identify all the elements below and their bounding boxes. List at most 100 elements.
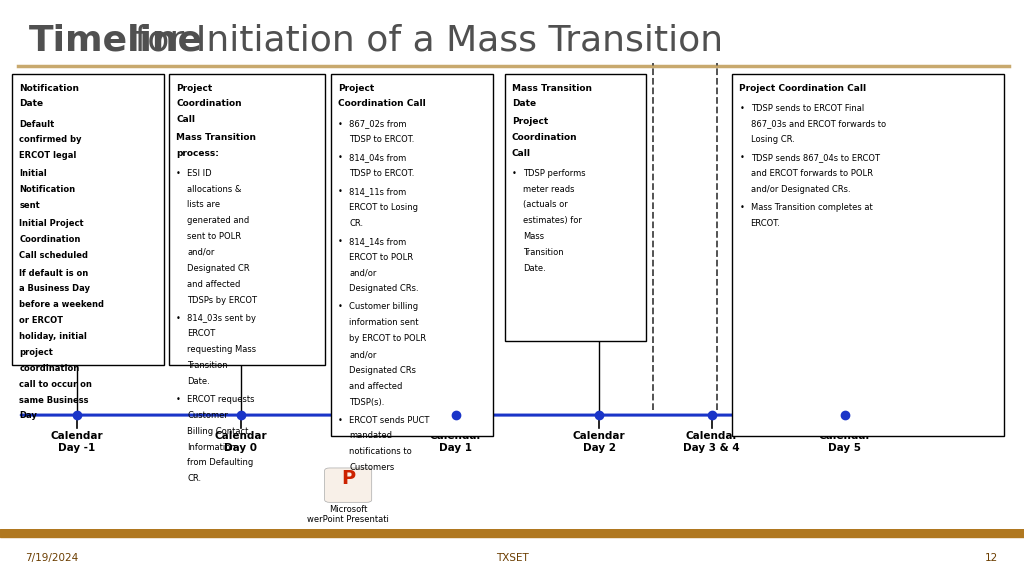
Text: and/or: and/or	[187, 248, 215, 257]
FancyBboxPatch shape	[169, 74, 325, 365]
FancyBboxPatch shape	[331, 74, 493, 436]
Text: Mass Transition: Mass Transition	[512, 84, 592, 93]
Text: Initial Project: Initial Project	[19, 219, 84, 228]
Text: •: •	[739, 153, 744, 162]
Text: Information: Information	[187, 442, 237, 452]
Text: 12: 12	[985, 553, 998, 563]
Text: process:: process:	[176, 149, 219, 158]
Text: sent to POLR: sent to POLR	[187, 232, 242, 241]
Text: 867_02s from: 867_02s from	[349, 119, 407, 128]
Text: TDSP sends to ERCOT Final: TDSP sends to ERCOT Final	[751, 104, 864, 113]
Text: TDSP sends 867_04s to ERCOT: TDSP sends 867_04s to ERCOT	[751, 153, 880, 162]
Text: Mass: Mass	[523, 232, 545, 241]
Text: ERCOT: ERCOT	[187, 329, 216, 339]
Text: information sent: information sent	[349, 319, 419, 327]
Text: and affected: and affected	[187, 280, 241, 289]
Text: TDSP performs: TDSP performs	[523, 169, 586, 177]
Text: •: •	[338, 302, 343, 312]
Text: Calendar
Day 0: Calendar Day 0	[214, 431, 267, 453]
Text: holiday, initial: holiday, initial	[19, 332, 87, 341]
Text: TDSP to ERCOT.: TDSP to ERCOT.	[349, 169, 415, 178]
Text: confirmed by: confirmed by	[19, 135, 82, 145]
Text: •: •	[338, 187, 343, 196]
Text: TDSPs by ERCOT: TDSPs by ERCOT	[187, 295, 257, 305]
Text: ERCOT legal: ERCOT legal	[19, 151, 77, 160]
Text: 814_11s from: 814_11s from	[349, 187, 407, 196]
Text: Transition: Transition	[187, 361, 228, 370]
Text: ERCOT to Losing: ERCOT to Losing	[349, 203, 418, 212]
Text: Calendar
Day -1: Calendar Day -1	[50, 431, 103, 453]
Text: Calendar
Day 3 & 4: Calendar Day 3 & 4	[683, 431, 740, 453]
Text: Calendar
Day 2: Calendar Day 2	[572, 431, 626, 453]
Text: 814_03s sent by: 814_03s sent by	[187, 313, 256, 323]
Text: project: project	[19, 348, 53, 357]
Text: coordination: coordination	[19, 364, 80, 373]
Text: Mass Transition: Mass Transition	[176, 133, 256, 142]
Text: 7/19/2024: 7/19/2024	[26, 553, 79, 563]
Text: TDSP to ERCOT.: TDSP to ERCOT.	[349, 135, 415, 145]
Text: Calendar
Day 5: Calendar Day 5	[818, 431, 871, 453]
FancyBboxPatch shape	[12, 74, 164, 365]
Text: and/or: and/or	[349, 268, 377, 278]
Text: Coordination: Coordination	[512, 133, 578, 142]
Text: •: •	[338, 237, 343, 246]
Text: •: •	[739, 203, 744, 212]
Text: lists are: lists are	[187, 200, 220, 210]
Text: and affected: and affected	[349, 382, 402, 391]
Text: (actuals or: (actuals or	[523, 200, 568, 210]
Text: call to occur on: call to occur on	[19, 380, 92, 389]
Text: mandated: mandated	[349, 431, 392, 441]
Text: Day: Day	[19, 411, 37, 420]
Text: Notification: Notification	[19, 185, 76, 194]
Text: TXSET: TXSET	[496, 553, 528, 563]
Text: or ERCOT: or ERCOT	[19, 316, 63, 325]
Text: Project: Project	[512, 118, 548, 126]
Text: Designated CR: Designated CR	[187, 264, 250, 273]
Text: Coordination: Coordination	[19, 235, 81, 244]
Text: Date.: Date.	[187, 377, 210, 386]
Text: ERCOT requests: ERCOT requests	[187, 395, 255, 404]
Text: Losing CR.: Losing CR.	[751, 135, 795, 145]
Text: CR.: CR.	[349, 219, 364, 228]
Text: by ERCOT to POLR: by ERCOT to POLR	[349, 334, 426, 343]
Text: •: •	[176, 313, 181, 323]
Text: ERCOT sends PUCT: ERCOT sends PUCT	[349, 416, 429, 425]
Text: Customer: Customer	[187, 411, 228, 420]
Text: allocations &: allocations &	[187, 184, 242, 194]
Bar	[0, 529, 1024, 537]
Text: meter reads: meter reads	[523, 184, 574, 194]
Text: Customers: Customers	[349, 463, 394, 472]
Text: Customer billing: Customer billing	[349, 302, 419, 312]
Text: Initial: Initial	[19, 169, 47, 178]
Text: 814_14s from: 814_14s from	[349, 237, 407, 246]
FancyBboxPatch shape	[732, 74, 1004, 436]
Text: and/or Designated CRs.: and/or Designated CRs.	[751, 185, 850, 194]
Text: Coordination: Coordination	[176, 100, 242, 108]
Text: Transition: Transition	[523, 248, 564, 257]
Text: estimates) for: estimates) for	[523, 216, 582, 225]
Text: before a weekend: before a weekend	[19, 300, 104, 309]
Text: •: •	[176, 169, 181, 177]
Text: for Initiation of a Mass Transition: for Initiation of a Mass Transition	[123, 24, 723, 58]
Text: Microsoft
werPoint Presentati: Microsoft werPoint Presentati	[307, 505, 389, 524]
Text: Date.: Date.	[523, 264, 546, 273]
Text: Project Coordination Call: Project Coordination Call	[739, 84, 866, 93]
Text: Date: Date	[512, 100, 537, 108]
Text: notifications to: notifications to	[349, 448, 412, 456]
Text: a Business Day: a Business Day	[19, 285, 90, 294]
Text: ERCOT.: ERCOT.	[751, 219, 780, 228]
Text: Coordination Call: Coordination Call	[338, 100, 426, 108]
Text: 814_04s from: 814_04s from	[349, 153, 407, 162]
Text: 867_03s and ERCOT forwards to: 867_03s and ERCOT forwards to	[751, 119, 886, 128]
Text: ERCOT to POLR: ERCOT to POLR	[349, 253, 414, 262]
Text: Mass Transition completes at: Mass Transition completes at	[751, 203, 872, 212]
Text: Project: Project	[338, 84, 374, 93]
Text: Project: Project	[176, 84, 212, 93]
Text: generated and: generated and	[187, 216, 250, 225]
Text: ESI ID: ESI ID	[187, 169, 212, 177]
Text: Designated CRs.: Designated CRs.	[349, 285, 419, 294]
Text: •: •	[338, 119, 343, 128]
Text: P: P	[341, 469, 355, 488]
Text: TDSP(s).: TDSP(s).	[349, 397, 385, 407]
Text: •: •	[512, 169, 517, 177]
